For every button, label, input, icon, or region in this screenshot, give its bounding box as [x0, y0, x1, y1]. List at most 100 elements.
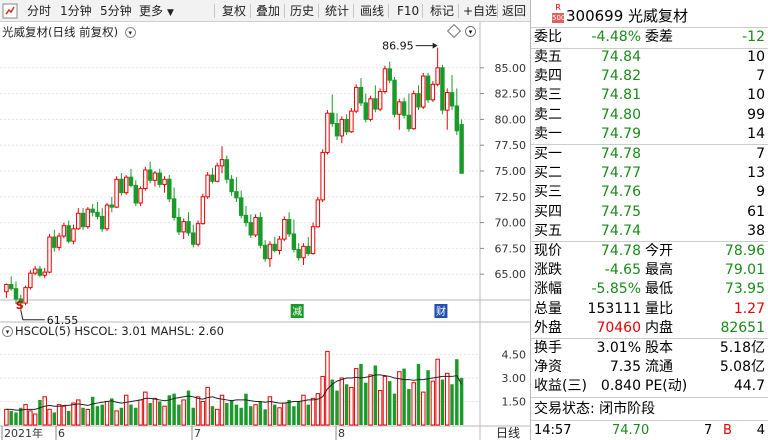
- candle-body: [157, 172, 162, 185]
- draw-line-button[interactable]: 画线: [360, 4, 385, 18]
- ind-tick-label: 1.50: [502, 396, 527, 409]
- ask-price: 74.81: [600, 87, 641, 104]
- hscol-bar: [359, 363, 363, 425]
- hscol-bar: [445, 372, 450, 426]
- candle-body: [387, 68, 392, 81]
- badge-r: R: [555, 3, 561, 12]
- ask-price: 74.80: [600, 106, 641, 123]
- chart-title[interactable]: 光威复材(日线 前复权) ▾: [2, 24, 136, 40]
- candle-body: [8, 284, 14, 290]
- statistics-button[interactable]: 统计: [325, 4, 350, 18]
- stat-value: 70460: [596, 319, 641, 336]
- hscol-bar: [402, 368, 406, 425]
- hscol-bar: [282, 402, 287, 426]
- stat-row: 现价 74.78 今开 78.96: [531, 242, 768, 261]
- settings-dropdown-icon[interactable]: ▾: [124, 27, 136, 38]
- hscol-bar: [219, 394, 225, 426]
- candle-body: [435, 67, 440, 85]
- bid-row: 买四 74.75 61: [531, 203, 768, 222]
- candle-body: [119, 178, 124, 194]
- candle-body: [445, 92, 450, 111]
- tab-5min[interactable]: 5分钟: [100, 4, 132, 18]
- candle-body: [406, 114, 412, 130]
- candle-body: [440, 67, 445, 111]
- candle-body: [449, 92, 455, 107]
- fund-label-2: PE(动): [645, 378, 688, 395]
- bid-price: 74.75: [600, 203, 641, 220]
- stat-label-2: 内盘: [645, 319, 673, 336]
- candle-body: [277, 238, 282, 251]
- ask-volume: 14: [747, 125, 765, 142]
- hscol-bar: [42, 396, 47, 426]
- overlay-button[interactable]: 叠加: [256, 4, 281, 18]
- candle-body: [401, 101, 407, 116]
- candle-body: [234, 191, 239, 199]
- hscol-bar: [167, 395, 172, 425]
- hscol-bar: [28, 410, 33, 426]
- y-tick-label: 67.50: [495, 242, 527, 255]
- hscol-bar: [32, 413, 38, 426]
- indicator-settings-icon[interactable]: ▾: [2, 326, 13, 337]
- history-button[interactable]: 历史: [290, 4, 315, 18]
- candle-body: [349, 110, 354, 133]
- y-tick-label: 65.00: [495, 268, 527, 281]
- candle-body: [272, 243, 277, 251]
- event-marker-badge: [290, 304, 304, 318]
- settings-circle-icon[interactable]: ▾: [465, 26, 476, 37]
- event-marker-s: S: [16, 299, 24, 312]
- hscol-bar: [200, 401, 206, 426]
- candle-body: [353, 86, 359, 112]
- candle-body: [191, 232, 196, 245]
- candle-body: [109, 204, 115, 208]
- stat-row: 涨跌 -4.65 最高 79.01: [531, 261, 768, 280]
- bid-volume: 13: [747, 165, 765, 182]
- bid-volume: 7: [756, 146, 765, 162]
- candle-body: [306, 245, 311, 255]
- hscol-bar: [267, 396, 273, 426]
- y-tick-label: 82.50: [495, 88, 527, 101]
- indicator-label[interactable]: ▾ HSCOL(5) HSCOL: 3.01 MAHSL: 2.60: [2, 324, 224, 338]
- candle-body: [37, 268, 43, 276]
- hscol-bar: [411, 382, 416, 426]
- ask-price: 74.79: [600, 125, 641, 142]
- hscol-bar: [349, 386, 354, 426]
- badge-num: 500: [552, 13, 566, 23]
- hscol-bar: [407, 388, 411, 425]
- back-button[interactable]: 返回: [502, 4, 527, 18]
- hscol-bar: [90, 396, 95, 425]
- tab-1min[interactable]: 1分钟: [60, 4, 92, 18]
- grid: [0, 22, 530, 440]
- trade-status-text: 交易状态: 闭市阶段: [534, 401, 656, 417]
- f10-button[interactable]: F10: [397, 4, 420, 18]
- stat-value: 153111: [587, 300, 641, 317]
- kline-chart[interactable]: 85.00 82.50 80.00 77.50 75.00 72.50 70.00 67.50…: [0, 22, 530, 440]
- tab-intraday[interactable]: 分时: [27, 4, 52, 18]
- hscol-bar: [287, 399, 291, 425]
- hscol-bar: [14, 412, 18, 425]
- candle-body: [186, 221, 191, 234]
- bid-label: 买五: [534, 222, 562, 239]
- fund-row: 换手 3.01% 股本 5.18亿: [531, 339, 768, 358]
- weibi-label: 委比: [534, 29, 562, 45]
- adjust-button[interactable]: 复权: [222, 4, 247, 18]
- indicator-bars: [4, 350, 464, 426]
- stat-value-2: 82651: [720, 319, 765, 336]
- hscol-bar: [23, 404, 28, 426]
- hscol-bar: [210, 406, 215, 425]
- hscol-bar: [397, 371, 402, 426]
- home-icon[interactable]: [2, 3, 18, 19]
- margin-badge: R 500: [552, 3, 566, 25]
- hscol-bar: [158, 401, 162, 425]
- hscol-bar: [4, 408, 9, 426]
- add-watchlist-button[interactable]: +自选: [463, 4, 498, 18]
- hscol-bar: [186, 390, 191, 425]
- fund-value: 7.35: [609, 359, 641, 376]
- candle-body: [296, 248, 301, 259]
- mark-button[interactable]: 标记: [430, 4, 455, 18]
- tick-row[interactable]: 14:57 74.70 7 B 4: [531, 421, 768, 440]
- hscol-bar: [263, 409, 267, 425]
- bid-price: 74.74: [600, 222, 641, 239]
- candle-body: [152, 172, 158, 181]
- x-tick-label: 7: [194, 427, 201, 440]
- tab-more[interactable]: 更多 ▼: [139, 0, 174, 22]
